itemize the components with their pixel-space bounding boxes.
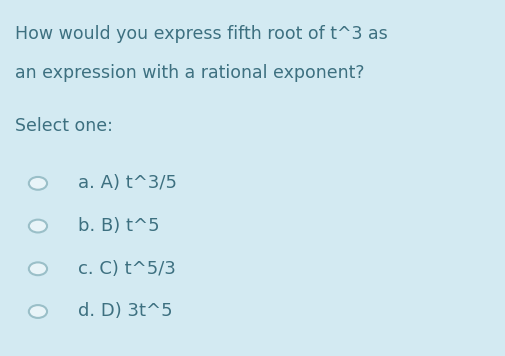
- Text: d. D) 3t^5: d. D) 3t^5: [78, 303, 173, 320]
- Text: b. B) t^5: b. B) t^5: [78, 217, 160, 235]
- Text: How would you express fifth root of t^3 as: How would you express fifth root of t^3 …: [15, 25, 387, 43]
- Circle shape: [29, 305, 47, 318]
- Circle shape: [29, 177, 47, 190]
- Circle shape: [29, 220, 47, 232]
- Text: c. C) t^5/3: c. C) t^5/3: [78, 260, 176, 278]
- Circle shape: [29, 262, 47, 275]
- Text: an expression with a rational exponent?: an expression with a rational exponent?: [15, 64, 364, 82]
- Text: Select one:: Select one:: [15, 117, 113, 136]
- Text: a. A) t^3/5: a. A) t^3/5: [78, 174, 177, 192]
